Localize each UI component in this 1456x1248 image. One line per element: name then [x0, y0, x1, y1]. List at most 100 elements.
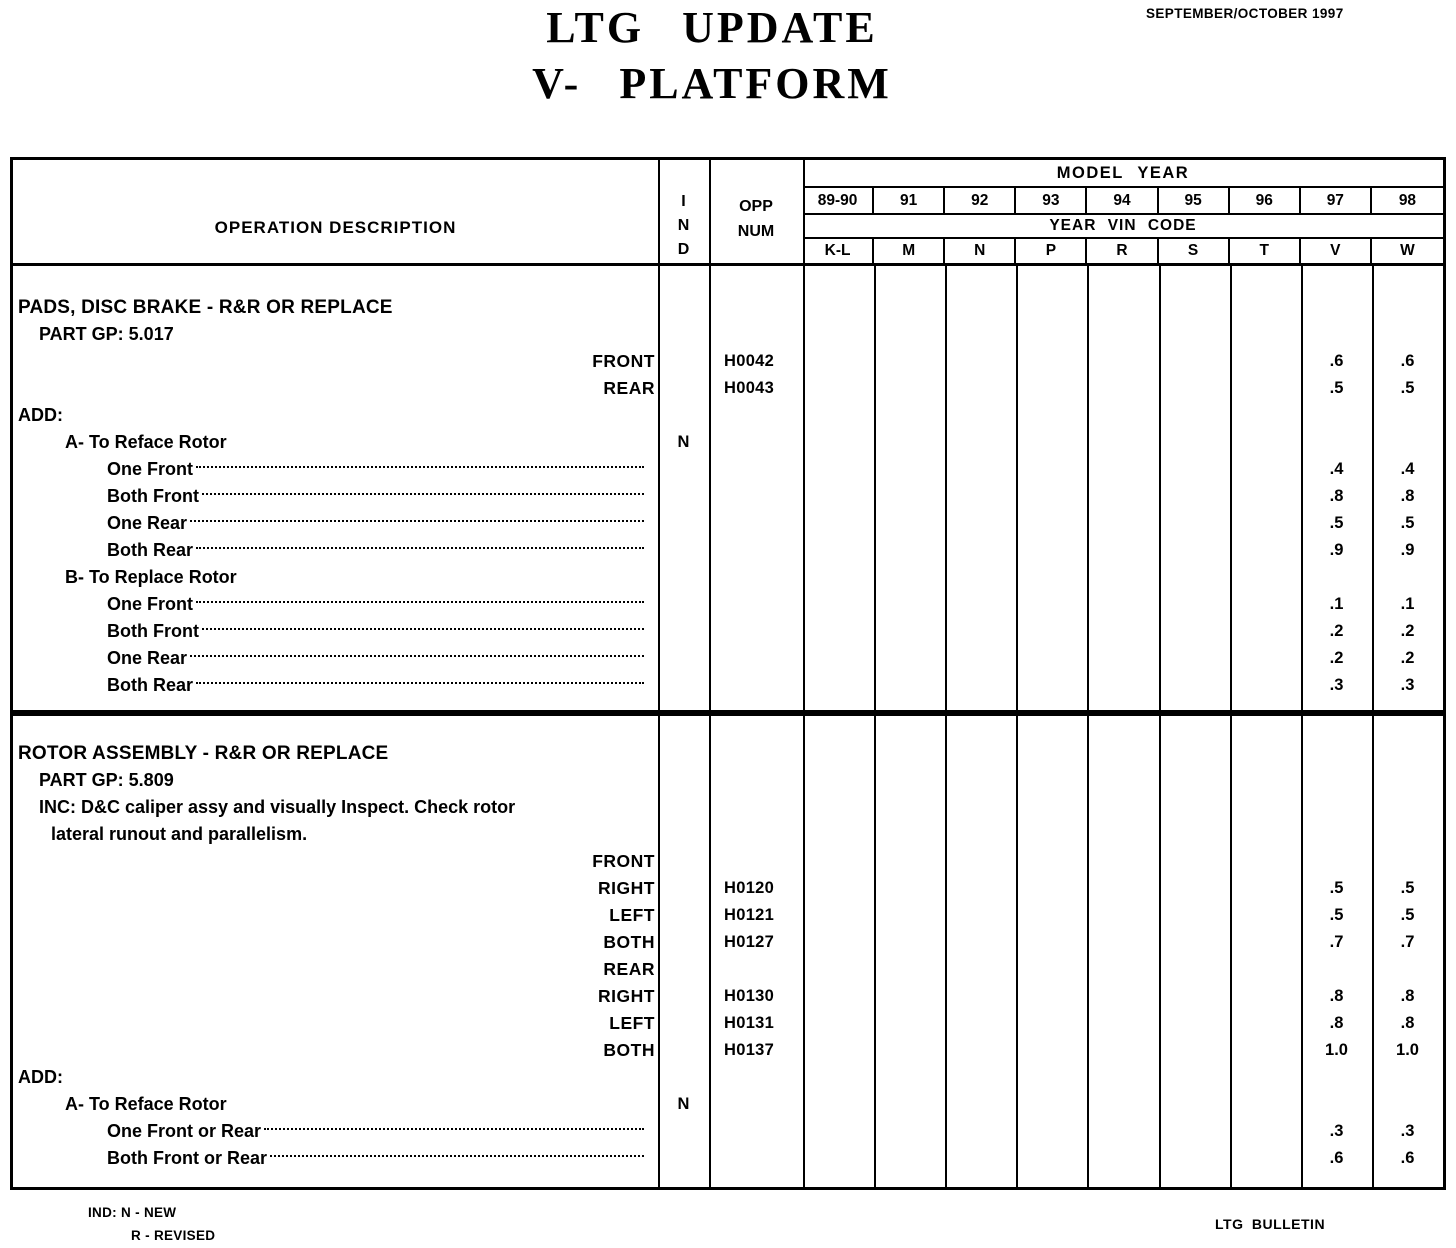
- sub-operation: One Rear: [13, 645, 658, 672]
- table-row: Both Rear .3 .3: [13, 672, 1443, 699]
- hours-98-cell: .5: [1400, 514, 1415, 532]
- vin-code-band: YEAR VIN CODE: [803, 215, 1443, 239]
- opp-num-column-header: OPP NUM: [709, 194, 803, 244]
- hours-98-cell: .6: [1400, 1149, 1415, 1167]
- opp-num-cell: H0137: [724, 1041, 775, 1059]
- table-row: BOTH H0137 1.0 1.0: [13, 1037, 1443, 1064]
- part-group: PART GP: 5.809: [39, 770, 174, 790]
- position-label: BOTH: [603, 932, 655, 952]
- ind-letter: N: [677, 217, 690, 234]
- year-cell: 97: [1301, 188, 1372, 213]
- hours-97-cell: 1.0: [1325, 1041, 1348, 1059]
- opp-num-cell: H0127: [724, 933, 775, 951]
- sub-operation-label: One Front: [107, 459, 193, 479]
- opp-num-cell: H0043: [724, 379, 775, 397]
- vin-code-cell: N: [945, 239, 1017, 263]
- table-row: One Front or Rear .3 .3: [13, 1118, 1443, 1145]
- hours-98-cell: .8: [1400, 987, 1415, 1005]
- hours-97-cell: .6: [1329, 1149, 1344, 1167]
- opp-header-line: NUM: [737, 223, 775, 240]
- position-label: RIGHT: [598, 986, 655, 1006]
- vin-code-cell: V: [1301, 239, 1372, 263]
- table-row: lateral runout and parallelism.: [13, 821, 1443, 848]
- vin-code-cell: M: [874, 239, 946, 263]
- table-row: One Front .1 .1: [13, 591, 1443, 618]
- sub-operation-label: One Front or Rear: [107, 1121, 262, 1141]
- vin-code-cell: R: [1087, 239, 1159, 263]
- sub-operation: One Rear: [13, 510, 658, 537]
- vin-code-cell: T: [1230, 239, 1301, 263]
- hours-98-cell: .8: [1400, 487, 1415, 505]
- ind-legend-line1: IND: N - NEW: [88, 1205, 177, 1220]
- hours-98-cell: .7: [1400, 933, 1415, 951]
- hours-97-cell: .2: [1329, 649, 1344, 667]
- sub-operation-label: Both Front or Rear: [107, 1148, 267, 1168]
- dotted-leader: [264, 1127, 644, 1130]
- sub-operation: B- To Replace Rotor: [65, 567, 237, 587]
- dotted-leader: [190, 519, 644, 522]
- opp-num-cell: H0131: [724, 1014, 775, 1032]
- sub-operation: One Front or Rear: [13, 1118, 658, 1145]
- page-subtitle: V- PLATFORM: [532, 59, 892, 108]
- add-label: ADD:: [18, 1067, 63, 1087]
- ind-legend-line2: R - REVISED: [131, 1228, 216, 1243]
- sub-operation-label: One Rear: [107, 513, 188, 533]
- sub-operation: A- To Reface Rotor: [65, 432, 227, 452]
- year-cell: 93: [1016, 188, 1088, 213]
- opp-num-cell: H0121: [724, 906, 775, 924]
- hours-97-cell: .6: [1329, 352, 1344, 370]
- year-numbers-row: 89-90 91 92 93 94 95 96 97 98: [803, 188, 1443, 215]
- opp-num-cell: H0120: [724, 879, 775, 897]
- table-row: PART GP: 5.017: [13, 321, 1443, 348]
- hours-97-cell: .5: [1329, 879, 1344, 897]
- year-cell: 95: [1159, 188, 1230, 213]
- table-row: PART GP: 5.809: [13, 767, 1443, 794]
- dotted-leader: [201, 627, 644, 630]
- table-row: FRONT H0042 .6 .6: [13, 348, 1443, 375]
- sub-operation: Both Rear: [13, 537, 658, 564]
- hours-97-cell: .9: [1329, 541, 1344, 559]
- hours-98-cell: .3: [1400, 676, 1415, 694]
- ind-letter: D: [677, 241, 690, 258]
- hours-97-cell: .8: [1329, 987, 1344, 1005]
- table-row: ADD:: [13, 402, 1443, 429]
- dotted-leader: [201, 492, 644, 495]
- operation-title: ROTOR ASSEMBLY - R&R OR REPLACE: [18, 742, 389, 764]
- hours-97-cell: .8: [1329, 1014, 1344, 1032]
- labor-time-table: OPERATION DESCRIPTION I N D OPP NUM MODE…: [10, 157, 1446, 1190]
- hours-98-cell: .3: [1400, 1122, 1415, 1140]
- section-pads-disc-brake: PADS, DISC BRAKE - R&R OR REPLACE PART G…: [13, 266, 1443, 710]
- hours-97-cell: .3: [1329, 676, 1344, 694]
- hours-97-cell: .4: [1329, 460, 1344, 478]
- hours-98-cell: .4: [1400, 460, 1415, 478]
- table-row: PADS, DISC BRAKE - R&R OR REPLACE: [13, 294, 1443, 321]
- hours-97-cell: .2: [1329, 622, 1344, 640]
- position-label: BOTH: [603, 1040, 655, 1060]
- table-row: One Front .4 .4: [13, 456, 1443, 483]
- bulletin-label: LTG BULLETIN: [1215, 1216, 1326, 1232]
- ind-column-header: I N D: [658, 190, 709, 262]
- table-row: A- To Reface Rotor N: [13, 1091, 1443, 1118]
- table-row: BOTH H0127 .7 .7: [13, 929, 1443, 956]
- hours-97-cell: .7: [1329, 933, 1344, 951]
- table-row: RIGHT H0120 .5 .5: [13, 875, 1443, 902]
- vin-codes-row: K-L M N P R S T V W: [803, 239, 1443, 263]
- hours-97-cell: .8: [1329, 487, 1344, 505]
- hours-98-cell: .8: [1400, 1014, 1415, 1032]
- part-group: PART GP: 5.017: [39, 324, 174, 344]
- table-row: LEFT H0121 .5 .5: [13, 902, 1443, 929]
- table-row: Both Front .8 .8: [13, 483, 1443, 510]
- issue-date: SEPTEMBER/OCTOBER 1997: [1146, 6, 1344, 21]
- ind-letter: I: [681, 193, 686, 210]
- hours-98-cell: .5: [1400, 879, 1415, 897]
- model-year-band: MODEL YEAR: [803, 160, 1443, 188]
- sub-operation-label: Both Rear: [107, 540, 194, 560]
- position-label: FRONT: [592, 351, 655, 371]
- dotted-leader: [196, 546, 644, 549]
- sub-operation: Both Front: [13, 618, 658, 645]
- dotted-leader: [196, 600, 644, 603]
- table-row: A- To Reface Rotor N: [13, 429, 1443, 456]
- inc-note: INC: D&C caliper assy and visually Inspe…: [39, 797, 516, 817]
- opp-num-cell: H0130: [724, 987, 775, 1005]
